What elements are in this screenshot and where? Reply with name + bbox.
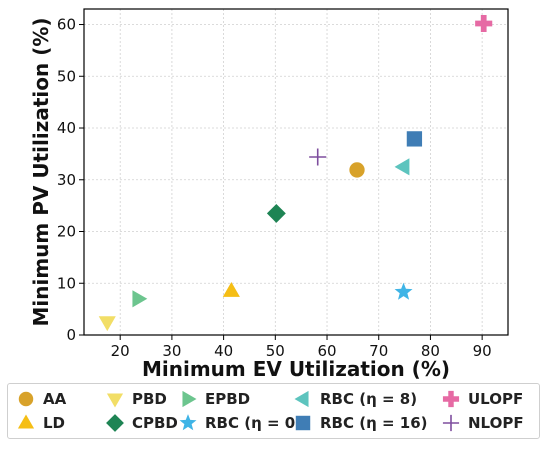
- x-tick-label: 90: [473, 342, 492, 360]
- legend-marker: [106, 393, 124, 408]
- legend-marker: [18, 391, 34, 407]
- y-tick-label: 40: [57, 119, 76, 137]
- data-point-triangle-left: [394, 158, 410, 176]
- x-tick-label: 50: [266, 342, 285, 360]
- y-tick-label: 30: [57, 171, 76, 189]
- legend-label: RBC (η = 16): [320, 414, 428, 432]
- x-axis-label: Minimum EV Utilization (%): [142, 357, 450, 381]
- legend-marker-thin-plus: [442, 414, 460, 432]
- data-point-plus: [475, 14, 493, 33]
- legend-marker-square: [295, 415, 311, 431]
- data-point-triangle-right: [132, 290, 148, 308]
- legend-marker: [442, 390, 460, 408]
- legend-marker-circle: [18, 391, 34, 407]
- legend-label: RBC (η = 8): [320, 390, 418, 408]
- x-tick-label: 20: [111, 342, 130, 360]
- legend-label: EPBD: [205, 390, 251, 408]
- y-tick-label: 10: [57, 274, 76, 292]
- legend-item: EPBD: [178, 388, 250, 410]
- legend-item: PBD: [105, 388, 167, 410]
- y-tick-label: 50: [57, 67, 76, 85]
- data-point-triangle-down: [98, 316, 116, 332]
- x-tick-label: 30: [162, 342, 181, 360]
- data-point-circle: [349, 162, 365, 178]
- legend-label: NLOPF: [468, 414, 524, 432]
- x-tick-label: 60: [317, 342, 336, 360]
- legend-marker: [182, 390, 197, 408]
- legend-item: NLOPF: [441, 412, 524, 434]
- data-point-diamond: [266, 203, 286, 223]
- legend-marker-triangle-up: [17, 414, 35, 429]
- legend-label: ULOPF: [468, 390, 524, 408]
- y-axis-label: Minimum PV Utilization (%): [29, 17, 53, 326]
- legend-marker-triangle-left: [294, 390, 309, 408]
- data-point-triangle-up: [222, 282, 240, 297]
- legend-label: LD: [43, 414, 66, 432]
- legend-marker-triangle-down: [106, 393, 124, 408]
- legend-marker: [295, 415, 311, 431]
- legend-item: RBC (η = 8): [293, 388, 417, 410]
- legend-label: AA: [43, 390, 67, 408]
- legend-marker-plus: [442, 390, 460, 408]
- legend-marker-star: [179, 414, 197, 431]
- legend-marker: [442, 414, 460, 432]
- data-point-thin-plus: [309, 148, 327, 166]
- legend-label: RBC (η = 0): [205, 414, 303, 432]
- legend-marker: [179, 414, 197, 431]
- legend-item: RBC (η = 0): [178, 412, 302, 434]
- data-points: [98, 14, 493, 332]
- x-tick-label: 40: [214, 342, 233, 360]
- y-tick-label: 60: [57, 16, 76, 34]
- x-tick-label: 70: [369, 342, 388, 360]
- y-tick-label: 20: [57, 223, 76, 241]
- data-point-star: [394, 282, 413, 300]
- legend-marker-diamond: [106, 414, 124, 432]
- legend-marker-triangle-right: [182, 390, 197, 408]
- x-tick-label: 80: [421, 342, 440, 360]
- legend-marker: [17, 414, 35, 429]
- legend-marker: [294, 390, 309, 408]
- plot-area: [83, 8, 509, 336]
- legend-item: RBC (η = 16): [293, 412, 428, 434]
- legend: AA LD PBD CPBD EPBD RBC (η = 0) RBC (η = 8) RBC…: [7, 383, 540, 439]
- x-axis-ticks: 20 30 40 50 60 70 80 90: [111, 335, 492, 360]
- legend-item: ULOPF: [441, 388, 523, 410]
- legend-label: CPBD: [132, 414, 178, 432]
- y-axis-ticks: 0 10 20 30 40 50 60: [57, 16, 84, 344]
- y-tick-label: 0: [66, 326, 76, 344]
- grid-lines: [84, 9, 508, 336]
- legend-label: PBD: [132, 390, 167, 408]
- legend-item: LD: [16, 412, 65, 434]
- data-point-square: [406, 131, 423, 147]
- legend-item: AA: [16, 388, 66, 410]
- legend-marker: [106, 414, 124, 432]
- legend-item: CPBD: [105, 412, 178, 434]
- scatter-chart: 20 30 40 50 60 70 80 90 0 10 20 30 40 50 60 Minimum E…: [29, 8, 509, 381]
